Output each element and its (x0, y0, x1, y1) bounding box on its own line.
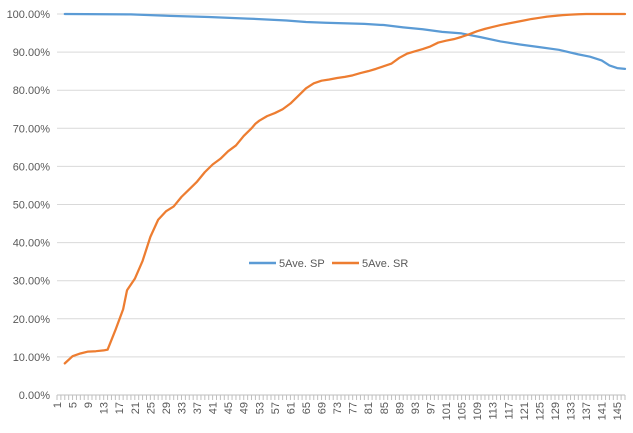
series-line (63, 12, 627, 70)
x-tick-label: 57 (270, 402, 282, 414)
x-tick-label: 61 (285, 402, 297, 414)
x-axis-tick-labels: 1 5 9 13 17 21 25 29 33 37 41 45 49 53 57 61 65 69 73 77 81 8… (52, 402, 624, 420)
y-tick-label: 50.00% (13, 200, 51, 212)
x-tick-label: 81 (363, 402, 375, 414)
y-tick-label: 40.00% (13, 238, 51, 250)
x-tick-label: 137 (581, 402, 593, 420)
legend: 5Ave. SP 5Ave. SR (249, 258, 408, 270)
x-tick-label: 21 (130, 402, 142, 414)
x-tick-label: 29 (161, 402, 173, 414)
x-tick-label: 65 (301, 402, 313, 414)
y-axis-tick-labels: 0.00% 10.00% 20.00% 30.00% 40.00% 50.00% 60.00… (7, 9, 51, 402)
x-tick-label: 125 (534, 402, 546, 420)
x-tick-label: 93 (410, 402, 422, 414)
x-tick-label: 37 (192, 402, 204, 414)
x-tick-label: 117 (503, 402, 515, 420)
x-tick-label: 105 (457, 402, 469, 420)
x-tick-label: 141 (597, 402, 609, 420)
y-tick-label: 0.00% (19, 390, 50, 402)
x-tick-label: 121 (519, 402, 531, 420)
gridlines (57, 13, 625, 358)
y-tick-label: 100.00% (7, 9, 51, 21)
series-lines (63, 12, 627, 365)
x-tick-label: 133 (566, 402, 578, 420)
x-tick-label: 5 (68, 402, 80, 408)
x-tick-label: 45 (223, 402, 235, 414)
x-tick-label: 53 (254, 402, 266, 414)
x-tick-label: 101 (441, 402, 453, 420)
y-tick-label: 10.00% (13, 352, 51, 364)
x-tick-label: 145 (612, 402, 624, 420)
x-tick-label: 49 (239, 402, 251, 414)
x-tick-label: 17 (114, 402, 126, 414)
y-tick-label: 90.00% (13, 47, 51, 59)
x-tick-label: 69 (317, 402, 329, 414)
x-tick-label: 129 (550, 402, 562, 420)
x-tick-label: 85 (379, 402, 391, 414)
x-tick-label: 89 (394, 402, 406, 414)
x-axis (56, 394, 626, 400)
x-tick-label: 1 (52, 402, 64, 408)
y-tick-label: 20.00% (13, 314, 51, 326)
y-tick-label: 70.00% (13, 123, 51, 135)
x-tick-label: 77 (348, 402, 360, 414)
x-tick-label: 41 (208, 402, 220, 414)
legend-label: 5Ave. SR (362, 258, 408, 270)
y-tick-label: 80.00% (13, 85, 51, 97)
x-tick-label: 109 (472, 402, 484, 420)
x-tick-label: 73 (332, 402, 344, 414)
x-tick-label: 97 (425, 402, 437, 414)
x-tick-label: 113 (488, 402, 500, 420)
x-tick-label: 25 (145, 402, 157, 414)
x-tick-label: 33 (176, 402, 188, 414)
x-tick-label: 13 (99, 402, 111, 414)
x-tick-label: 9 (83, 402, 95, 408)
y-tick-label: 30.00% (13, 276, 51, 288)
legend-label: 5Ave. SP (279, 258, 325, 270)
series-line (63, 12, 627, 365)
y-tick-label: 60.00% (13, 161, 51, 173)
